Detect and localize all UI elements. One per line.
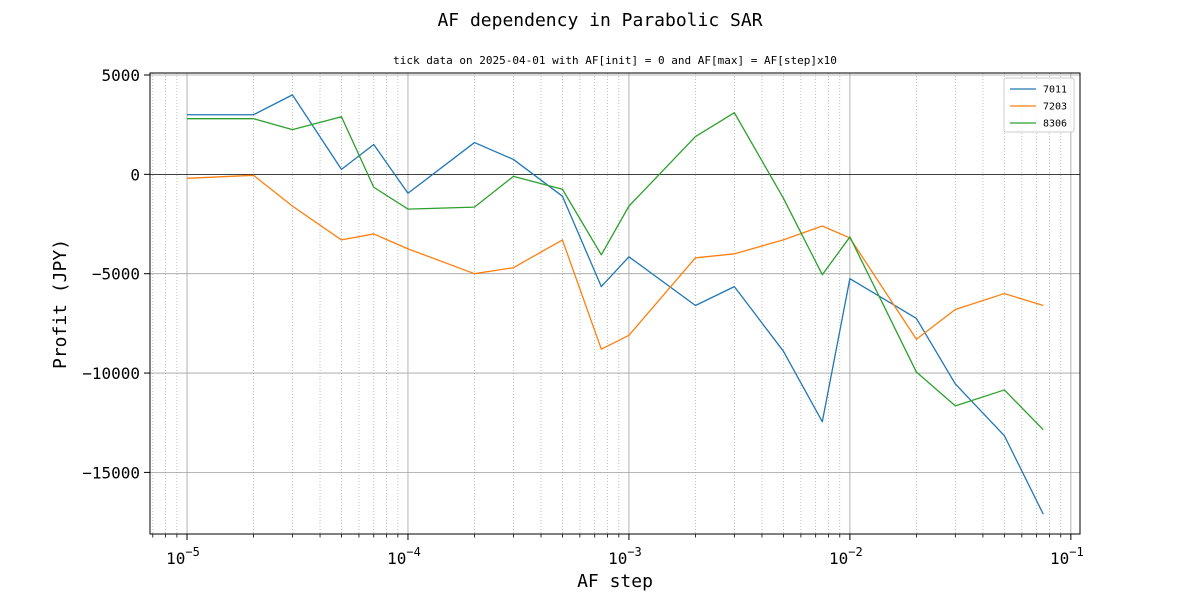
- y-tick-label: 0: [130, 165, 140, 184]
- y-tick-label: −15000: [82, 463, 140, 482]
- x-axis-label: AF step: [577, 571, 653, 592]
- plot-frame: [149, 72, 1081, 535]
- legend-box: [1003, 77, 1075, 133]
- y-tick-label: −5000: [92, 265, 140, 284]
- series-layer: [186, 94, 1044, 515]
- x-tick-label: 10−2: [829, 545, 863, 568]
- chart-subtitle: tick data on 2025-04-01 with AF[init] = …: [393, 54, 837, 67]
- y-tick-label: 5000: [101, 66, 140, 85]
- series-line-7011: [187, 94, 1044, 515]
- legend-label-7203: 7203: [1043, 102, 1067, 113]
- ticks-layer: 10−5 10−4 10−3 10−2 10−1 5000 0 −5000 −10000 −150…: [82, 66, 1084, 568]
- x-tick-label: 10−3: [608, 545, 642, 568]
- y-tick-label: −10000: [82, 364, 140, 383]
- chart-title: AF dependency in Parabolic SAR: [437, 10, 762, 31]
- legend-label-8306: 8306: [1043, 119, 1067, 130]
- x-tick-label: 10−4: [387, 545, 421, 568]
- y-axis-label: Profit (JPY): [50, 239, 71, 369]
- x-tick-label: 10−5: [166, 545, 200, 568]
- major-grid: [150, 73, 1080, 534]
- x-tick-label: 10−1: [1050, 545, 1084, 568]
- series-line-8306: [187, 112, 1044, 431]
- legend: 7011 7203 8306: [1003, 77, 1075, 133]
- series-line-7203: [186, 174, 1044, 350]
- minor-grid: [152, 73, 1062, 534]
- legend-label-7011: 7011: [1043, 85, 1067, 96]
